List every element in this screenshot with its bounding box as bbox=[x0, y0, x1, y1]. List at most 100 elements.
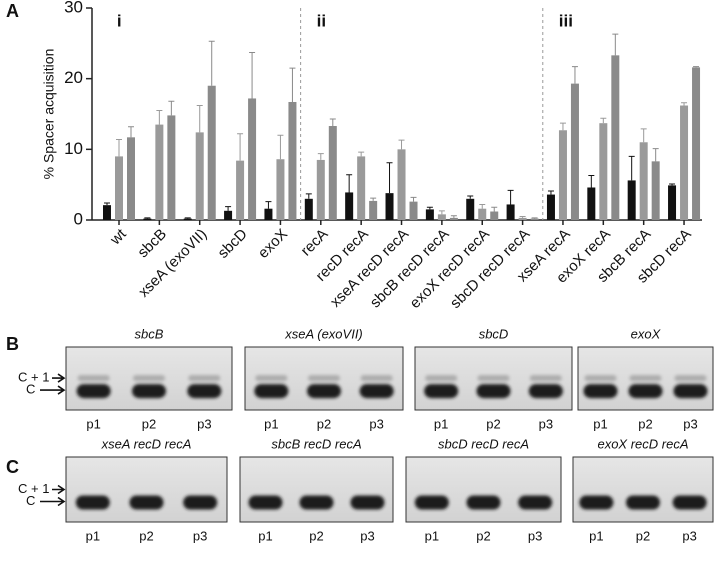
bar bbox=[599, 123, 608, 220]
gel-image bbox=[239, 456, 394, 523]
bar bbox=[167, 115, 176, 220]
error-bar bbox=[519, 215, 526, 218]
error-bar bbox=[491, 206, 498, 212]
bar bbox=[127, 137, 135, 220]
gel-band bbox=[299, 495, 334, 510]
bar bbox=[490, 211, 499, 220]
marker-label: C + 1 bbox=[18, 370, 49, 385]
error-bar bbox=[479, 203, 486, 209]
gel-title: xseA recD recA bbox=[101, 436, 192, 451]
section-label: i bbox=[117, 11, 122, 30]
error-bar bbox=[168, 100, 175, 116]
gel-band-faint bbox=[584, 375, 617, 382]
gel-title: sbcB recD recA bbox=[271, 436, 361, 451]
marker-label: C + 1 bbox=[18, 481, 49, 496]
bar bbox=[207, 85, 216, 220]
bar bbox=[570, 83, 579, 220]
error-bar bbox=[612, 33, 619, 56]
error-bar bbox=[144, 217, 151, 219]
gel-band-faint bbox=[529, 375, 562, 382]
error-bar bbox=[358, 151, 365, 157]
y-tick-label: 20 bbox=[64, 68, 83, 87]
gel-image bbox=[65, 456, 228, 523]
gel-band bbox=[424, 384, 459, 399]
error-bar bbox=[640, 128, 647, 143]
bar bbox=[478, 208, 487, 220]
panel-label: C bbox=[6, 457, 19, 477]
bar bbox=[611, 55, 620, 221]
lane-label: p3 bbox=[360, 528, 374, 543]
bar bbox=[183, 218, 192, 220]
error-bar bbox=[265, 201, 272, 209]
lane-label: p2 bbox=[317, 416, 331, 431]
lane-label: p1 bbox=[258, 528, 272, 543]
error-bar bbox=[156, 109, 163, 125]
error-bar bbox=[507, 189, 514, 205]
error-bar bbox=[693, 66, 700, 68]
lane-label: p1 bbox=[593, 416, 607, 431]
gel-band bbox=[248, 495, 283, 510]
error-bar bbox=[225, 206, 232, 211]
gel-band-faint bbox=[629, 375, 662, 382]
gel-band bbox=[579, 495, 614, 510]
error-bar bbox=[329, 118, 336, 127]
bar bbox=[627, 180, 636, 220]
bar bbox=[288, 101, 297, 220]
section-label: iii bbox=[559, 11, 573, 30]
gel-band-faint bbox=[255, 375, 288, 382]
gel-title: sbcB bbox=[135, 326, 164, 341]
lane-label: p1 bbox=[425, 528, 439, 543]
lane-label: p1 bbox=[86, 416, 100, 431]
error-bar bbox=[249, 52, 256, 99]
error-bar bbox=[669, 183, 676, 186]
gel-band bbox=[183, 495, 218, 510]
bar bbox=[115, 156, 123, 220]
error-bar bbox=[450, 215, 457, 218]
error-bar bbox=[305, 193, 312, 199]
bar bbox=[449, 217, 458, 220]
bar bbox=[466, 198, 475, 220]
bar bbox=[558, 130, 567, 220]
bar bbox=[155, 124, 164, 220]
bar bbox=[397, 149, 406, 220]
bar bbox=[530, 218, 539, 220]
bar bbox=[328, 126, 337, 220]
gel-title: sbcD bbox=[479, 326, 509, 341]
error-bar bbox=[547, 190, 554, 195]
gel-band-faint bbox=[425, 375, 458, 382]
panel-label: A bbox=[6, 1, 19, 21]
gel-band-faint bbox=[360, 375, 393, 382]
gel-band bbox=[673, 384, 708, 399]
bar bbox=[518, 217, 527, 220]
gel-band bbox=[414, 495, 449, 510]
error-bar bbox=[588, 174, 595, 188]
error-bar bbox=[467, 195, 474, 199]
bar bbox=[639, 142, 648, 220]
lane-label: p2 bbox=[309, 528, 323, 543]
gel-band bbox=[75, 495, 110, 510]
lane-label: p1 bbox=[589, 528, 603, 543]
marker-arrow bbox=[52, 484, 66, 495]
lane-label: p3 bbox=[193, 528, 207, 543]
bar bbox=[668, 185, 677, 220]
gel-band bbox=[628, 384, 663, 399]
error-bar bbox=[196, 105, 203, 133]
bar bbox=[316, 159, 325, 220]
bar bbox=[224, 210, 233, 220]
bar bbox=[357, 156, 366, 220]
gel-band bbox=[359, 384, 394, 399]
bar bbox=[143, 218, 152, 220]
error-bar bbox=[600, 117, 607, 124]
gel-band bbox=[187, 384, 222, 399]
gel-band bbox=[518, 495, 553, 510]
x-tick-label: wt bbox=[106, 225, 130, 249]
error-bar bbox=[410, 196, 417, 202]
gel-title: exoX recD recA bbox=[597, 436, 688, 451]
lane-label: p1 bbox=[86, 528, 100, 543]
y-axis-label: % Spacer acquisition bbox=[41, 49, 57, 180]
lane-label: p2 bbox=[486, 416, 500, 431]
error-bar bbox=[438, 210, 445, 215]
y-tick-label: 10 bbox=[64, 139, 83, 158]
bar bbox=[276, 159, 285, 220]
lane-label: p1 bbox=[434, 416, 448, 431]
